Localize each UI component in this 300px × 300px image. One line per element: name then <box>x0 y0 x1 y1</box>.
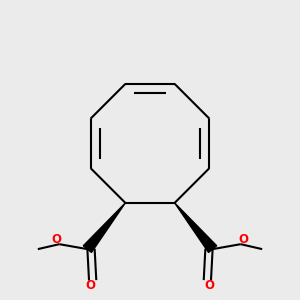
Polygon shape <box>83 203 125 253</box>
Text: O: O <box>204 279 214 292</box>
Text: O: O <box>52 233 62 246</box>
Text: O: O <box>86 279 96 292</box>
Polygon shape <box>175 203 217 253</box>
Text: O: O <box>238 233 248 246</box>
